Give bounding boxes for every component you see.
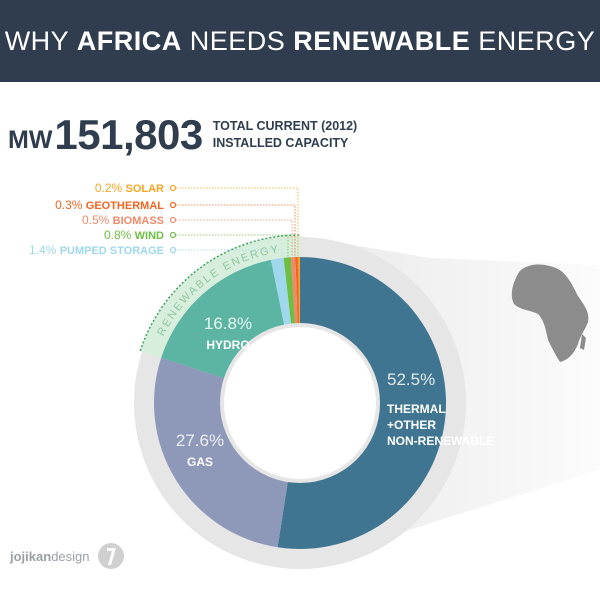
title-part-4: RENEWABLE (293, 25, 471, 56)
slice-hydro (161, 259, 285, 380)
slice-name-label: NON-RENEWABLE (387, 434, 494, 448)
brand-name: jojikandesign (10, 549, 90, 564)
brand-name-bold: jojikan (10, 548, 52, 564)
callout-leader-line (176, 219, 293, 268)
callout-label-pumped-storage: 1.4% PUMPED STORAGE (29, 243, 164, 257)
slice-wind (283, 257, 296, 328)
callout-dot (169, 246, 177, 254)
slice-value-label: 16.8% (204, 314, 252, 333)
slice-gas (154, 357, 289, 548)
callout-leader-line (176, 204, 296, 268)
title-part-1: WHY (4, 25, 77, 56)
slice-name-label: HYDRO (206, 338, 249, 352)
title-part-5: ENERGY (470, 25, 596, 56)
capacity-label-line-2: INSTALLED CAPACITY (212, 136, 349, 150)
callout-leader-line (176, 187, 299, 268)
callout-label-geothermal: 0.3% GEOTHERMAL (55, 198, 164, 212)
callout-dot (169, 231, 177, 239)
capacity-stat: MW 151,803 TOTAL CURRENT (2012) INSTALLE… (8, 112, 357, 156)
capacity-label-line-1: TOTAL CURRENT (2012) (212, 119, 358, 133)
callout-dot (169, 216, 177, 224)
slice-pumped-storage (270, 257, 292, 329)
slice-value-label: 52.5% (387, 370, 435, 389)
renewable-band-outline (139, 234, 300, 352)
slice-geothermal (295, 257, 300, 328)
callout-label-biomass: 0.5% BIOMASS (82, 213, 164, 227)
title-part-2: AFRICA (76, 25, 182, 56)
slice-name-label: THERMAL (387, 402, 446, 416)
slice-name-label: GAS (187, 455, 213, 469)
slice-biomass (290, 257, 298, 328)
slice-name-label: +OTHER (387, 418, 436, 432)
slice-value-label: 27.6% (176, 431, 224, 450)
title-part-3: NEEDS (181, 25, 294, 56)
callout-label-wind: 0.8% WIND (104, 228, 164, 242)
slice-thermal-other-non-renewable (277, 257, 447, 549)
donut-hole (224, 327, 376, 479)
jojikan-logo-icon (97, 543, 124, 569)
capacity-unit: MW (8, 126, 53, 154)
africa-map-icon (511, 264, 589, 362)
brand-name-rest: design (51, 548, 90, 564)
callout-label-solar: 0.2% SOLAR (95, 181, 164, 195)
title-banner: WHY AFRICA NEEDS RENEWABLE ENERGY (0, 0, 600, 82)
callout-leader-line (176, 234, 289, 268)
capacity-value: 151,803 (54, 111, 203, 158)
callout-dot (169, 184, 177, 192)
callout-dot (169, 201, 177, 209)
brand-logo: jojikandesign (10, 538, 126, 574)
slice-solar (298, 257, 300, 328)
renewable-band (140, 235, 300, 358)
capacity-label: TOTAL CURRENT (2012) INSTALLED CAPACITY (213, 118, 357, 156)
callout-leader-line (176, 249, 283, 268)
